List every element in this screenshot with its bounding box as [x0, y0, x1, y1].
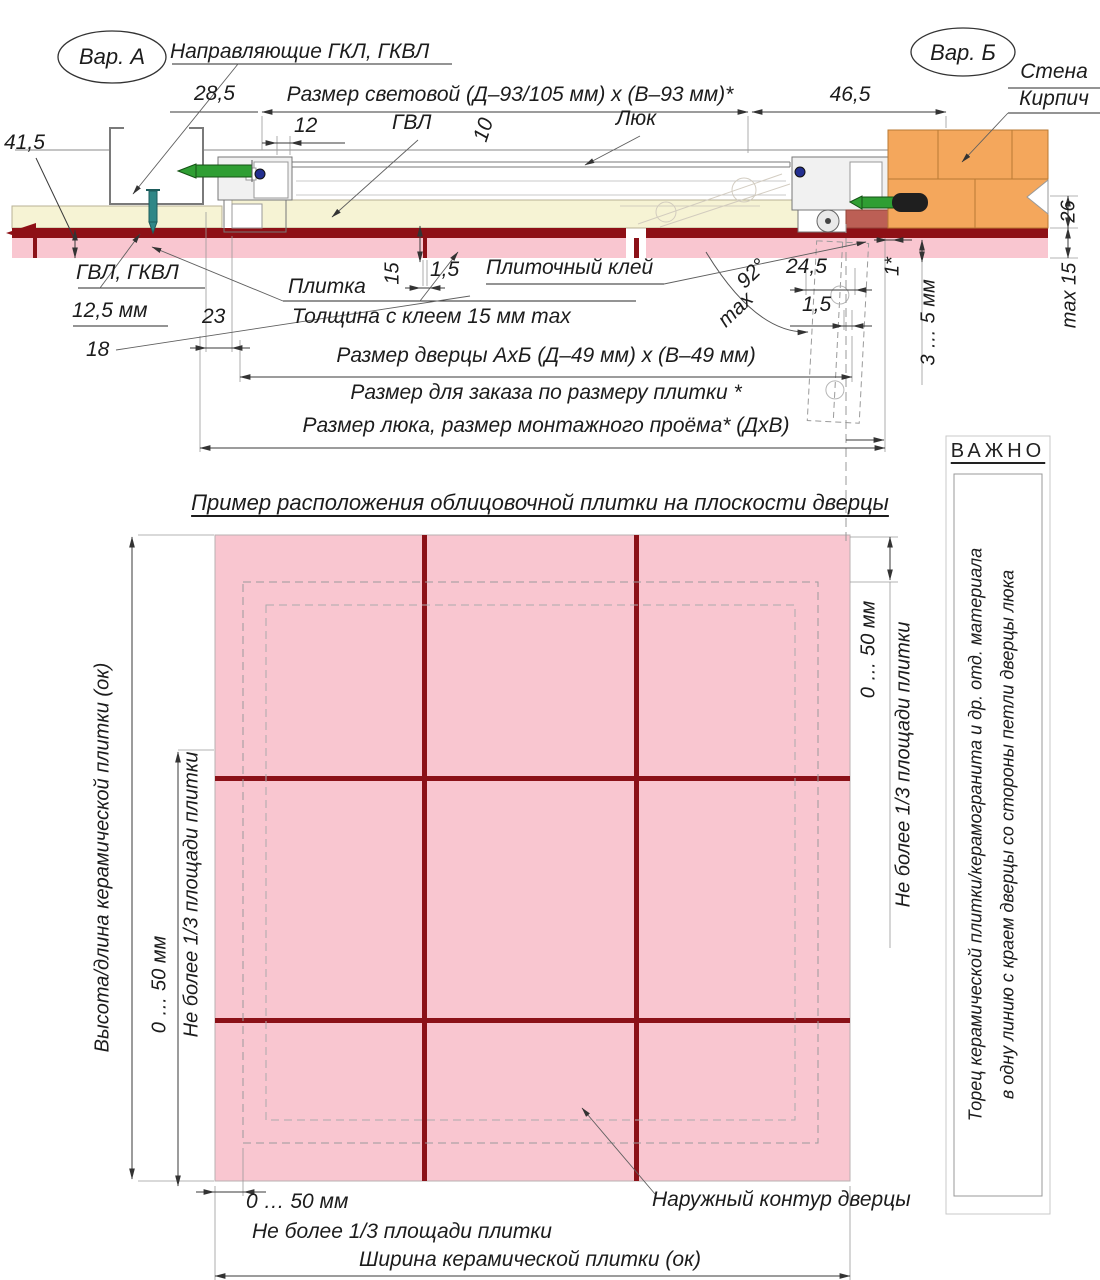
dimension-lines [35, 109, 1071, 1279]
dim-23-label: 23 [202, 305, 226, 328]
screw-head-blue-left [254, 168, 266, 180]
guides-label: Направляющие ГКЛ, ГКВЛ [170, 40, 430, 63]
gvl-ceiling-layer [11, 205, 223, 229]
bottom-offset-label: 0 … 50 мм [246, 1190, 349, 1213]
variant-a-label: Вар. А [78, 44, 146, 69]
hatch-door-panel [291, 161, 791, 196]
hatch-size-label: Размер люка, размер монтажного проёма* (… [302, 414, 790, 437]
gvl-label: ГВЛ [392, 111, 432, 134]
right-third-label: Не более 1/3 площади плитки [892, 621, 915, 908]
hinge-phantom [620, 173, 791, 228]
dim-12-label: 12 [294, 114, 318, 137]
dim-15-label: 15 [381, 262, 404, 285]
hatch-label: Люк [616, 107, 657, 130]
extension-lines [138, 116, 1078, 1280]
dim-1-5-right-label: 1,5 [802, 293, 832, 316]
swing-arc [705, 251, 809, 336]
important-box [945, 435, 1051, 1215]
door-contour-inner [265, 604, 796, 1121]
important-title: ВАЖНО [950, 440, 1046, 462]
left-third-label: Не более 1/3 площади плитки [180, 751, 203, 1038]
door-size-label: Размер дверцы АхБ (Д–49 мм) х (В–49 мм) [336, 344, 756, 367]
variant-b-bubble [910, 27, 1016, 77]
gvl-thickness-label: 12,5 мм [72, 299, 148, 322]
dim-1-star-label: 1* [881, 257, 904, 276]
dowel-sleeve [892, 193, 928, 212]
important-line2: в одну линию с краем дверцы со стороны п… [997, 569, 1018, 1100]
tile-callout-label: Плитка [288, 275, 366, 298]
gvl-gkvl-label: ГВЛ, ГКВЛ [76, 261, 179, 284]
gvl-door-core [231, 199, 844, 229]
tile-layer [12, 238, 1048, 258]
grout-vertical-2 [634, 535, 639, 1181]
tile-height-label: Высота/длина керамической плитки (ок) [91, 662, 114, 1053]
screw-green-right [861, 196, 897, 209]
dim-max15-label: max 15 [1058, 262, 1081, 329]
adhesive-layer-left [12, 228, 626, 238]
wall-label-line1: Стена [1020, 60, 1088, 83]
break-symbol [1026, 178, 1049, 216]
door-open-phantom [705, 224, 870, 545]
wall-label-line2: Кирпич [1019, 87, 1089, 110]
screw-green-left [195, 164, 253, 178]
dim-1-5-left-label: 1,5 [430, 258, 460, 281]
dim-46-5-label: 46,5 [829, 83, 871, 106]
screws [146, 160, 928, 235]
dim-18-label: 18 [86, 338, 110, 361]
hatch-frame-right [791, 156, 889, 233]
grout-horizontal-1 [215, 776, 850, 781]
dim-41-5-label: 41,5 [4, 131, 45, 154]
grout-horizontal-2 [215, 1018, 850, 1023]
thickness-note-label: Толщина с клеем 15 мм max [292, 305, 571, 328]
adhesive-layer-right [646, 228, 1048, 238]
light-size-label: Размер световой (Д–93/105 мм) х (В–93 мм… [286, 83, 734, 106]
variant-b-label: Вар. Б [930, 40, 996, 65]
tile-layout-title: Пример расположения облицовочной плитки … [191, 490, 889, 515]
grout-vertical-1 [422, 535, 427, 1181]
bottom-third-label: Не более 1/3 площади плитки [252, 1220, 552, 1243]
door-contour-outer [242, 581, 819, 1144]
screw-head-blue-right [794, 166, 806, 178]
important-line1: Торец керамической плитки/керамогранита … [965, 547, 986, 1122]
dim-26-label: 26 [1057, 200, 1080, 223]
callout-leaders [73, 63, 1100, 1195]
screw-teal [148, 190, 158, 223]
dim-3-5-label: 3 … 5 мм [917, 279, 940, 366]
right-offset-label: 0 … 50 мм [857, 600, 880, 699]
tile-field [214, 534, 851, 1182]
wall-adhesive-block [845, 209, 889, 229]
door-contour-label: Наружный контур дверцы [652, 1188, 911, 1211]
brick-wall [887, 129, 1049, 229]
dim-28-5-label: 28,5 [194, 82, 235, 105]
left-offset-label: 0 … 50 мм [148, 935, 171, 1034]
order-size-label: Размер для заказа по размеру плитки * [350, 381, 742, 404]
hatch-frame-left [217, 156, 293, 233]
tile-width-label: Ширина керамической плитки (ок) [359, 1248, 701, 1271]
variant-a-bubble [57, 30, 167, 84]
dim-24-5-label: 24,5 [786, 255, 827, 278]
tile-adhesive-label: Плиточный клей [486, 256, 654, 279]
variant-ellipses [57, 27, 1016, 84]
